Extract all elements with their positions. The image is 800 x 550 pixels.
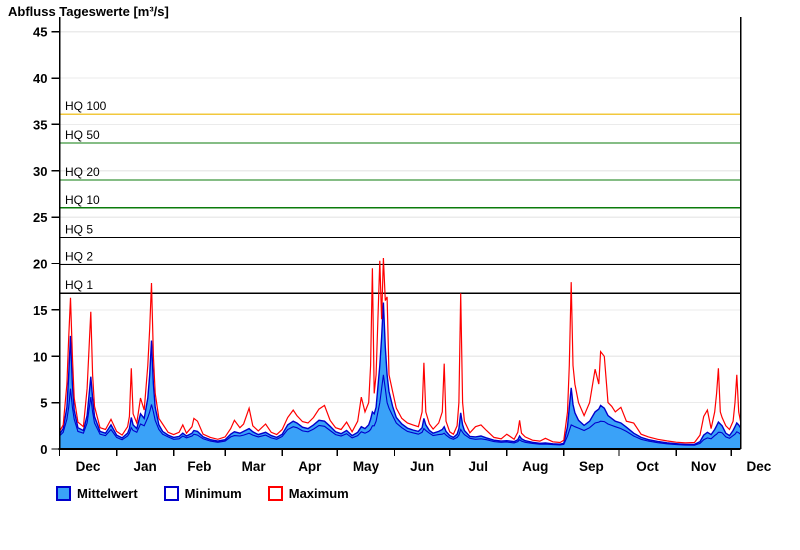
y-tick-label: 5: [40, 396, 47, 411]
hq-line-label: HQ 100: [65, 99, 107, 113]
legend-label-mittelwert: Mittelwert: [77, 486, 138, 501]
legend-item-maximum: Maximum: [267, 486, 349, 501]
y-tick-label: 35: [33, 117, 47, 132]
month-label: Oct: [636, 459, 659, 474]
mittelwert-line: [58, 302, 742, 446]
y-tick-label: 10: [33, 349, 47, 364]
hq-line-label: HQ 10: [65, 193, 100, 207]
hq-line-label: HQ 2: [65, 249, 93, 263]
hq-line-label: HQ 50: [65, 128, 100, 142]
hq-line-label: HQ 5: [65, 223, 93, 237]
month-label: Dec: [747, 459, 772, 474]
month-label: Dec: [76, 459, 101, 474]
maximum-swatch-icon: [267, 486, 283, 501]
month-label: Feb: [187, 459, 211, 474]
y-tick-label: 30: [33, 164, 47, 179]
y-tick-label: 15: [33, 303, 47, 318]
month-label: Jun: [410, 459, 434, 474]
chart-title: Abfluss Tageswerte [m³/s]: [8, 4, 169, 19]
hq-line-label: HQ 1: [65, 278, 93, 292]
minimum-swatch-icon: [163, 486, 179, 501]
legend-label-minimum: Minimum: [184, 486, 242, 501]
mittelwert-area: [59, 302, 741, 449]
month-label: May: [353, 459, 380, 474]
y-tick-label: 0: [40, 442, 47, 457]
month-label: Mar: [242, 459, 267, 474]
month-label: Nov: [691, 459, 717, 474]
y-tick-label: 20: [33, 257, 47, 272]
legend-item-mittelwert: Mittelwert: [56, 486, 138, 501]
hq-line-label: HQ 20: [65, 165, 100, 179]
minimum-line: [59, 374, 741, 446]
legend-item-minimum: Minimum: [163, 486, 242, 501]
mittelwert-swatch-icon: [56, 486, 71, 501]
month-label: Jul: [468, 459, 488, 474]
y-tick-label: 40: [33, 71, 47, 86]
chart-legend: Mittelwert Minimum Maximum: [56, 486, 349, 501]
month-label: Sep: [579, 459, 604, 474]
y-tick-label: 45: [33, 25, 47, 40]
month-label: Jan: [133, 459, 156, 474]
legend-label-maximum: Maximum: [288, 486, 349, 501]
maximum-line: [58, 257, 742, 444]
month-label: Apr: [298, 459, 322, 474]
month-label: Aug: [522, 459, 548, 474]
y-tick-label: 25: [33, 210, 47, 225]
